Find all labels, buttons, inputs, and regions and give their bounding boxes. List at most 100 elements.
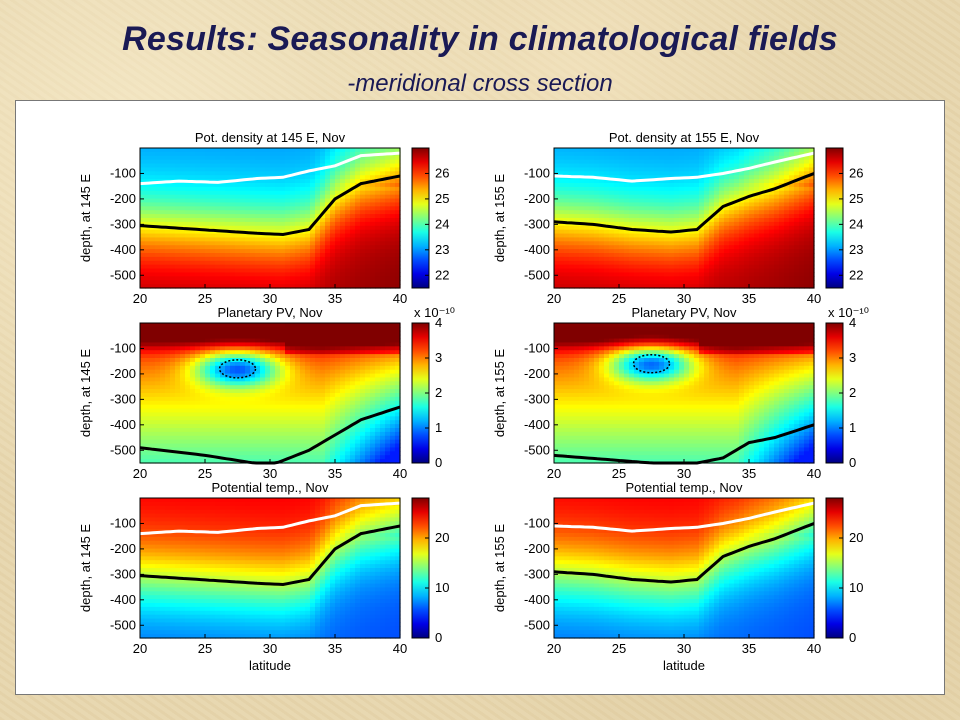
heatmap-cell xyxy=(759,253,765,258)
heatmap-cell xyxy=(240,443,246,449)
heatmap-cell xyxy=(265,338,271,344)
heatmap-cell xyxy=(175,323,181,328)
heatmap-cell xyxy=(774,148,780,153)
heatmap-cell xyxy=(764,190,770,196)
heatmap-cell xyxy=(589,148,595,153)
heatmap-cell xyxy=(155,350,161,355)
heatmap-cell xyxy=(749,237,755,242)
heatmap-cell xyxy=(290,358,296,363)
heatmap-cell xyxy=(385,183,391,188)
heatmap-cell xyxy=(260,256,266,262)
heatmap-cell xyxy=(195,443,201,449)
heatmap-cell xyxy=(275,424,281,429)
heatmap-cell xyxy=(155,323,161,328)
heatmap-cell xyxy=(789,183,795,188)
heatmap-cell xyxy=(270,280,276,285)
heatmap-cell xyxy=(255,338,261,344)
heatmap-cell xyxy=(185,210,191,215)
heatmap-cell xyxy=(210,323,216,328)
heatmap-cell xyxy=(749,229,755,235)
heatmap-cell xyxy=(320,272,326,277)
heatmap-cell xyxy=(659,214,665,219)
heatmap-cell xyxy=(300,151,306,157)
heatmap-cell xyxy=(684,190,690,196)
heatmap-cell xyxy=(175,221,181,227)
heatmap-cell xyxy=(215,342,221,347)
heatmap-cell xyxy=(155,159,161,165)
heatmap-cell xyxy=(250,268,256,274)
heatmap-cell xyxy=(649,276,655,281)
heatmap-cell xyxy=(679,272,685,277)
heatmap-cell xyxy=(599,163,605,169)
heatmap-cell xyxy=(335,206,341,211)
heatmap-cell xyxy=(724,253,730,258)
heatmap-cell xyxy=(165,358,171,363)
heatmap-cell xyxy=(170,428,176,433)
heatmap-cell xyxy=(779,253,785,258)
heatmap-cell xyxy=(285,159,291,165)
heatmap-cell xyxy=(674,159,680,165)
heatmap-cell xyxy=(220,218,226,223)
heatmap-cell xyxy=(155,431,161,437)
heatmap-cell xyxy=(654,233,660,239)
heatmap-cell xyxy=(180,404,186,410)
heatmap-cell xyxy=(200,455,206,460)
heatmap-cell xyxy=(709,260,715,266)
heatmap-cell xyxy=(225,389,231,394)
heatmap-cell xyxy=(300,268,306,274)
heatmap-cell xyxy=(185,202,191,207)
heatmap-cell xyxy=(280,179,286,184)
heatmap-cell xyxy=(799,210,805,215)
heatmap-cell xyxy=(260,400,266,406)
heatmap-cell xyxy=(190,435,196,441)
heatmap-cell xyxy=(674,253,680,258)
heatmap-cell xyxy=(579,148,585,153)
heatmap-cell xyxy=(355,256,361,262)
heatmap-cell xyxy=(784,206,790,211)
heatmap-cell xyxy=(235,210,241,215)
heatmap-cell xyxy=(205,373,211,379)
heatmap-cell xyxy=(689,159,695,165)
heatmap-cell xyxy=(574,256,580,262)
heatmap-cell xyxy=(719,202,725,207)
heatmap-cell xyxy=(295,284,301,289)
heatmap-cell xyxy=(270,323,276,328)
heatmap-cell xyxy=(155,400,161,406)
heatmap-cell xyxy=(375,245,381,250)
heatmap-cell xyxy=(245,206,251,211)
heatmap-cell xyxy=(290,451,296,456)
heatmap-cell xyxy=(245,373,251,379)
heatmap-cell xyxy=(355,268,361,274)
heatmap-cell xyxy=(370,280,376,285)
heatmap-cell xyxy=(215,431,221,437)
heatmap-cell xyxy=(779,210,785,215)
heatmap-cell xyxy=(769,253,775,258)
heatmap-cell xyxy=(789,163,795,169)
heatmap-cell xyxy=(195,202,201,207)
heatmap-cell xyxy=(265,206,271,211)
heatmap-cell xyxy=(749,148,755,153)
heatmap-cell xyxy=(260,428,266,433)
heatmap-cell xyxy=(205,233,211,239)
heatmap-cell xyxy=(200,350,206,355)
heatmap-cell xyxy=(619,198,625,204)
heatmap-cell xyxy=(175,276,181,281)
heatmap-cell xyxy=(604,276,610,281)
heatmap-cell xyxy=(140,400,146,406)
heatmap-cell xyxy=(674,183,680,188)
heatmap-cell xyxy=(210,229,216,235)
heatmap-cell xyxy=(210,365,216,371)
heatmap-cell xyxy=(260,171,266,176)
heatmap-cell xyxy=(340,284,346,289)
heatmap-cell xyxy=(804,198,810,204)
heatmap-cell xyxy=(764,214,770,219)
heatmap-cell xyxy=(275,264,281,270)
heatmap-cell xyxy=(704,249,710,254)
heatmap-cell xyxy=(260,338,266,344)
heatmap-cell xyxy=(784,245,790,250)
heatmap-cell xyxy=(380,272,386,277)
heatmap-cell xyxy=(734,272,740,277)
heatmap-cell xyxy=(195,369,201,375)
heatmap-cell xyxy=(305,229,311,235)
heatmap-cell xyxy=(155,393,161,398)
